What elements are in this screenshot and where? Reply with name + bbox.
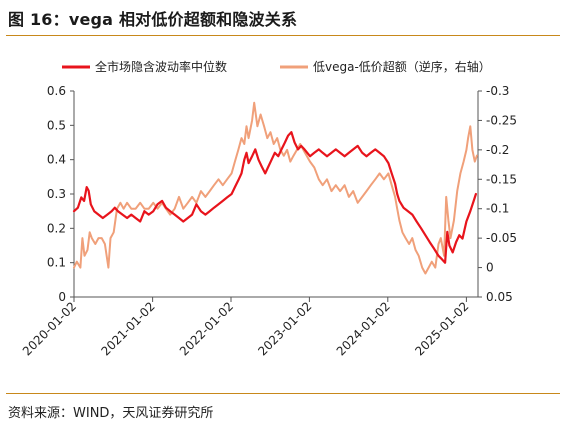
y-right-tick-label: -0.05 [486,231,517,245]
series-line-left [72,131,477,264]
x-tick-label: 2020-01-02 [20,299,79,358]
y-right-tick-label: -0.1 [486,202,509,216]
y-left-tick-label: 0.2 [47,221,66,235]
y-right-tick-label: -0.15 [486,172,517,186]
y-right-tick-label: 0 [486,261,494,275]
y-left-tick-label: 0 [58,290,66,304]
source-rule [6,393,560,394]
y-left-tick-label: 0.4 [47,153,66,167]
title-rule [6,35,560,36]
source-note: 资料来源：WIND，天风证券研究所 [8,406,214,421]
x-tick-label: 2021-01-02 [99,299,158,358]
y-left-tick-label: 0.6 [47,84,66,98]
x-tick-label: 2023-01-02 [255,299,314,358]
x-tick-label: 2024-01-02 [334,299,393,358]
chart: 全市场隐含波动率中位数 低vega-低价超额（逆序，右轴） 00.10.20.30… [20,59,517,358]
series-line-right [73,101,478,275]
figure-title: 图 16：vega 相对低价超额和隐波关系 [8,10,298,29]
y-right-tick-label: -0.2 [486,143,509,157]
legend-label: 低vega-低价超额（逆序，右轴） [313,59,491,74]
x-tick-label: 2022-01-02 [177,299,236,358]
y-right-tick-label: -0.3 [486,84,509,98]
legend-label: 全市场隐含波动率中位数 [95,59,227,74]
y-right-tick-label: 0.05 [486,290,513,304]
series-layer [72,101,478,275]
y-left-tick-label: 0.5 [47,118,66,132]
y-left-tick-label: 0.1 [47,256,66,270]
axes: 0 0.1 0.2 0.3 0.4 0.5 0.6 0.05 0 -0.05 -0.1 -0.15 -0… [20,84,517,358]
y-right-tick-label: -0.25 [486,113,517,127]
x-tick-label: 2025-01-02 [412,299,471,358]
y-left-tick-label: 0.3 [47,187,66,201]
legend: 全市场隐含波动率中位数 低vega-低价超额（逆序，右轴） [62,59,491,74]
